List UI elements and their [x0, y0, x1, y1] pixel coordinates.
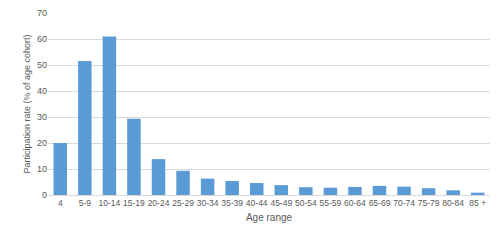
svg-text:65-69: 65-69: [369, 198, 391, 208]
svg-text:50: 50: [37, 60, 47, 70]
svg-text:0: 0: [42, 190, 47, 200]
svg-text:75-79: 75-79: [418, 198, 440, 208]
svg-text:4: 4: [58, 198, 63, 208]
svg-text:30: 30: [37, 112, 47, 122]
svg-text:25-29: 25-29: [172, 198, 194, 208]
svg-text:40-44: 40-44: [246, 198, 268, 208]
svg-text:70-74: 70-74: [393, 198, 415, 208]
svg-text:15-19: 15-19: [123, 198, 145, 208]
svg-text:60: 60: [37, 34, 47, 44]
svg-text:55-59: 55-59: [320, 198, 342, 208]
svg-text:5-9: 5-9: [79, 198, 92, 208]
svg-text:70: 70: [37, 8, 47, 18]
svg-text:Age range: Age range: [246, 212, 293, 223]
svg-text:45-49: 45-49: [270, 198, 292, 208]
svg-text:10-14: 10-14: [99, 198, 121, 208]
svg-text:85 +: 85 +: [469, 198, 486, 208]
svg-text:35-39: 35-39: [221, 198, 243, 208]
svg-text:20-24: 20-24: [148, 198, 170, 208]
svg-text:80-84: 80-84: [442, 198, 464, 208]
svg-text:40: 40: [37, 86, 47, 96]
svg-text:10: 10: [37, 164, 47, 174]
svg-text:60-64: 60-64: [344, 198, 366, 208]
svg-text:30-34: 30-34: [197, 198, 219, 208]
svg-text:20: 20: [37, 138, 47, 148]
svg-text:Participation rate (% of age c: Participation rate (% of age cohort): [22, 34, 32, 173]
svg-text:50-54: 50-54: [295, 198, 317, 208]
